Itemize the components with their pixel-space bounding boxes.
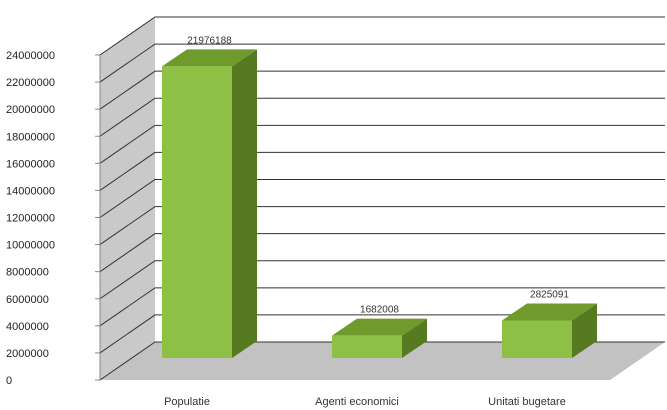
bar-top: [332, 318, 427, 336]
gridline: [99, 314, 665, 354]
gridline: [99, 341, 665, 381]
y-tick-label: 14000000: [6, 185, 55, 197]
y-axis: 0 2000000 4000000 6000000 8000000 10000000 120…: [6, 50, 101, 387]
bars: [162, 49, 597, 359]
bar-side: [402, 318, 427, 358]
y-tick-label: 22000000: [6, 77, 55, 89]
y-tick-label: 18000000: [6, 131, 55, 143]
y-tick-label: 10000000: [6, 240, 55, 252]
bar: [502, 320, 572, 358]
gridline: [99, 124, 665, 164]
x-category-label: Unitati bugetare: [488, 396, 566, 408]
gridline: [99, 70, 665, 110]
gridline: [99, 260, 665, 300]
gridline: [99, 151, 665, 191]
y-tick-label: 4000000: [6, 321, 49, 333]
y-tick-label: 12000000: [6, 213, 55, 225]
data-label: 2825091: [530, 290, 569, 301]
x-axis: Populatie Agenti economici Unitati bugetar…: [164, 396, 566, 408]
y-tick-label: 6000000: [6, 294, 49, 306]
gridlines: [99, 16, 665, 381]
y-tick-label: 8000000: [6, 267, 49, 279]
gridline: [99, 16, 665, 56]
bar-top: [162, 49, 257, 67]
y-tick-label: 0: [6, 375, 12, 387]
x-category-label: Agenti economici: [315, 396, 399, 408]
gridline: [99, 233, 665, 273]
bar: [332, 335, 402, 358]
y-tick-label: 2000000: [6, 348, 49, 360]
data-label: 21976188: [187, 35, 232, 46]
gridline: [99, 206, 665, 245]
bar: [162, 66, 232, 359]
y-tick-label: 16000000: [6, 158, 55, 170]
gridline: [99, 43, 665, 83]
bar-top: [502, 303, 597, 321]
bar-side: [232, 49, 257, 359]
gridline: [99, 97, 665, 137]
gridline: [99, 287, 665, 327]
data-labels: 21976188 1682008 2825091: [187, 35, 569, 315]
y-tick-label: 20000000: [6, 104, 55, 116]
bar-side: [572, 303, 597, 358]
y-tick-label: 24000000: [6, 50, 55, 62]
x-category-label: Populatie: [164, 396, 210, 408]
data-label: 1682008: [360, 305, 399, 316]
gridline: [99, 179, 665, 218]
